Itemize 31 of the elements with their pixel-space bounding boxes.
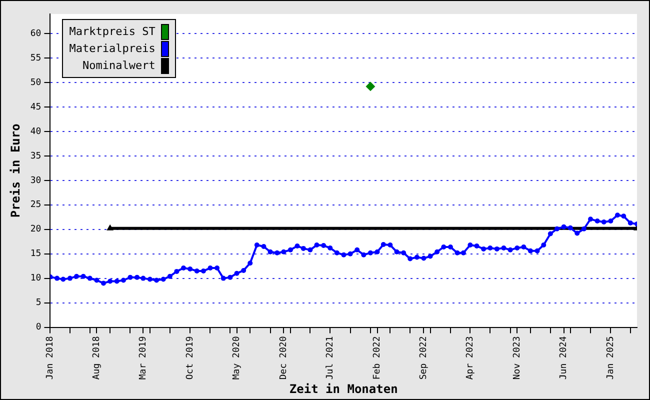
y-tick-label: 35 — [30, 151, 42, 162]
legend-label: Marktpreis ST — [69, 25, 156, 38]
legend-label: Materialpreis — [69, 42, 156, 55]
y-tick-label: 50 — [30, 78, 42, 88]
y-tick-label: 40 — [30, 126, 42, 137]
y-tick-label: 60 — [30, 28, 42, 39]
y-tick-label: 0 — [36, 322, 42, 333]
y-tick-label: 55 — [30, 53, 42, 64]
y-tick-label: 15 — [30, 249, 42, 260]
x-tick-label: Sep 2022 — [419, 336, 430, 380]
x-tick-label: Jan 2018 — [46, 336, 56, 380]
y-tick-label: 5 — [36, 298, 42, 308]
x-tick-label: Jul 2021 — [325, 336, 336, 380]
x-tick-label: Jun 2024 — [559, 336, 570, 380]
x-tick-label: Feb 2022 — [372, 336, 383, 380]
x-tick-label: Oct 2019 — [185, 336, 196, 380]
x-tick-label: Jan 2025 — [606, 336, 616, 380]
y-axis-title: Preis in Euro — [8, 124, 22, 218]
x-tick-label: Dec 2020 — [279, 336, 290, 380]
y-tick-label: 25 — [30, 200, 42, 210]
x-tick-label: Aug 2018 — [92, 336, 102, 380]
x-axis-title: Zeit in Monaten — [289, 382, 398, 396]
x-tick-label: Mar 2019 — [138, 336, 149, 380]
y-tick-label: 20 — [30, 224, 42, 235]
y-tick-label: 30 — [30, 176, 42, 186]
legend-label: Nominalwert — [82, 59, 156, 72]
y-tick-label: 45 — [30, 102, 42, 112]
y-tick-label: 10 — [30, 274, 42, 284]
x-tick-label: May 2020 — [232, 336, 242, 380]
x-tick-label: Apr 2023 — [466, 336, 476, 380]
x-tick-label: Nov 2023 — [512, 336, 522, 380]
